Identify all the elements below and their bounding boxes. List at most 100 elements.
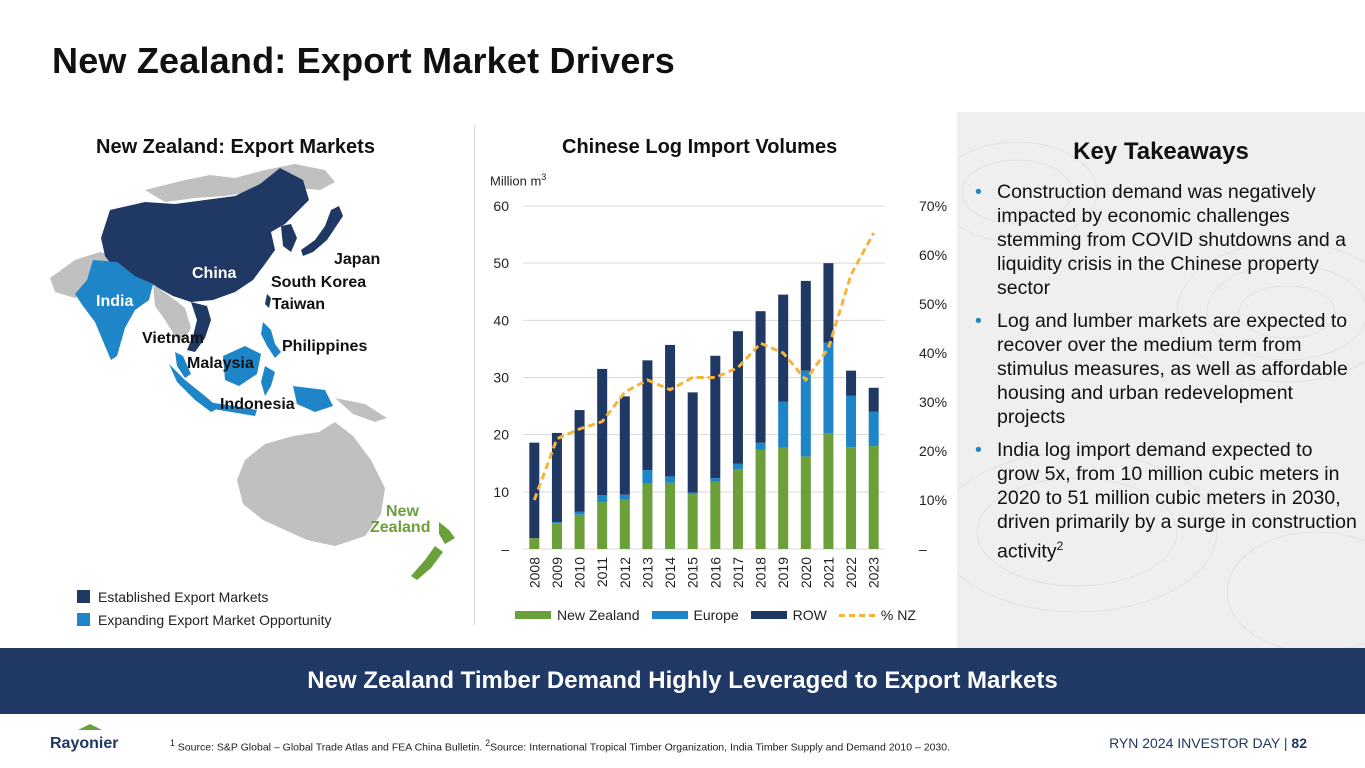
- bar-europe-2011: [597, 495, 608, 503]
- label-japan: Japan: [334, 251, 380, 268]
- map-new-zealand: [411, 522, 455, 580]
- label-india: India: [96, 293, 133, 310]
- panel-divider: [474, 125, 475, 625]
- bar-row-2011: [597, 368, 608, 496]
- bar-europe-2016: [710, 478, 721, 482]
- footer-separator: |: [1283, 735, 1288, 751]
- label-indonesia: Indonesia: [220, 396, 295, 413]
- x-tick-label: 2010: [572, 557, 588, 588]
- label-taiwan: Taiwan: [272, 296, 325, 313]
- y2-tick-label: 10%: [919, 492, 947, 508]
- chart-legend-europe: Europe: [651, 607, 739, 623]
- bar-row-2022: [846, 370, 857, 396]
- legend-established: Established Export Markets: [77, 585, 331, 608]
- bar-new-zealand-2008: [529, 538, 540, 549]
- bar-europe-2021: [823, 342, 834, 433]
- bar-new-zealand-2023: [868, 446, 879, 549]
- key-takeaways-title: Key Takeaways: [1073, 138, 1249, 165]
- takeaway-footnote-mark: 2: [1056, 539, 1064, 553]
- chinese-log-import-chart: – 10 20 30 40 50 60 – 10% 20% 30% 40% 50% 60% 70% 2008 2…: [493, 198, 947, 588]
- legend-expanding: Expanding Export Market Opportunity: [77, 608, 331, 631]
- topographic-background: [957, 141, 1365, 648]
- chart-legend-nz-swatch: [515, 611, 551, 619]
- bullet-icon: •: [975, 310, 982, 332]
- y2-tick-label: –: [919, 541, 927, 557]
- map-philippines: [261, 322, 281, 358]
- footer-right: RYN 2024 INVESTOR DAY | 82: [1109, 735, 1307, 751]
- y-tick-label: 30: [493, 370, 509, 386]
- bar-new-zealand-2014: [665, 482, 676, 549]
- bar-new-zealand-2010: [574, 514, 585, 549]
- x-tick-label: 2022: [843, 557, 859, 588]
- takeaway-text: Construction demand was negatively impac…: [997, 181, 1346, 299]
- bar-row-2008: [529, 442, 540, 539]
- map-india: [75, 260, 153, 360]
- bar-new-zealand-2011: [597, 502, 608, 549]
- label-malaysia: Malaysia: [187, 355, 254, 372]
- y-tick-label: 60: [493, 198, 509, 214]
- event-name: RYN 2024 INVESTOR DAY: [1109, 735, 1280, 751]
- map-korea: [281, 224, 297, 252]
- rayonier-logo: Rayonier: [50, 724, 118, 752]
- page-title: New Zealand: Export Market Drivers: [52, 40, 676, 81]
- bar-row-2013: [642, 360, 653, 471]
- chart-legend-europe-swatch: [651, 611, 688, 619]
- map-japan: [301, 206, 343, 256]
- x-tick-label: 2013: [639, 557, 655, 588]
- map-china: [101, 168, 309, 302]
- bar-row-2018: [755, 311, 766, 443]
- label-new: New: [386, 503, 419, 520]
- legend-established-swatch: [77, 590, 90, 603]
- bar-europe-2014: [665, 476, 676, 483]
- x-tick-label: 2017: [730, 557, 746, 588]
- bar-europe-2009: [551, 522, 562, 524]
- map-australia: [237, 422, 385, 546]
- x-tick-label: 2021: [820, 557, 836, 588]
- bar-new-zealand-2019: [778, 447, 789, 549]
- x-tick-label: 2014: [662, 557, 678, 588]
- bullet-icon: •: [975, 181, 982, 203]
- x-tick-label: 2019: [775, 557, 791, 588]
- footnote-2: Source: International Tropical Timber Or…: [490, 741, 951, 754]
- map-legend: Established Export Markets Expanding Exp…: [77, 585, 331, 631]
- bar-new-zealand-2018: [755, 449, 766, 549]
- bar-europe-2015: [687, 492, 698, 495]
- bar-row-2010: [574, 410, 585, 512]
- map-vietnam: [187, 302, 211, 352]
- chart-legend-nz-label: New Zealand: [557, 607, 640, 623]
- bar-row-2015: [687, 392, 698, 493]
- map-indonesia-java: [207, 402, 257, 416]
- x-tick-label: 2009: [549, 557, 565, 588]
- bar-new-zealand-2017: [732, 468, 743, 549]
- rayonier-logo-text: Rayonier: [50, 735, 118, 752]
- x-tick-label: 2023: [866, 557, 882, 588]
- y2-tick-label: 60%: [919, 247, 947, 263]
- export-markets-map: China India Japan South Korea Taiwan Vie…: [50, 164, 455, 580]
- footnote: 1 Source: S&P Global – Global Trade Atla…: [170, 738, 950, 754]
- chart-legend-row: ROW: [750, 607, 827, 623]
- bar-europe-2019: [778, 401, 789, 448]
- chart-legend-europe-label: Europe: [693, 607, 739, 623]
- chart-legend-pct-nz-label: % NZ: [880, 607, 916, 623]
- bar-row-2016: [710, 355, 721, 479]
- bar-new-zealand-2022: [846, 447, 857, 549]
- label-zealand: Zealand: [370, 519, 430, 536]
- y-tick-label: 50: [493, 255, 509, 271]
- chart-y-axis-unit: Million m3: [490, 172, 546, 188]
- label-south-korea: South Korea: [271, 274, 366, 291]
- bar-new-zealand-2021: [823, 432, 834, 549]
- x-tick-label: 2020: [798, 557, 814, 588]
- chart-y-axis-unit-sup: 3: [541, 172, 547, 182]
- bar-row-2021: [823, 263, 834, 343]
- takeaway-item: • Construction demand was negatively impa…: [975, 180, 1357, 300]
- bar-europe-2023: [868, 411, 879, 447]
- chart-y-axis-unit-text: Million m: [490, 173, 542, 189]
- legend-expanding-swatch: [77, 613, 90, 626]
- bar-new-zealand-2016: [710, 481, 721, 549]
- x-tick-label: 2018: [753, 557, 769, 588]
- y2-tick-label: 20%: [919, 443, 947, 459]
- bar-europe-2010: [574, 511, 585, 515]
- map-indonesia-papua: [293, 386, 333, 412]
- x-tick-label: 2012: [617, 557, 633, 588]
- chart-legend-pct-nz: % NZ: [838, 607, 916, 623]
